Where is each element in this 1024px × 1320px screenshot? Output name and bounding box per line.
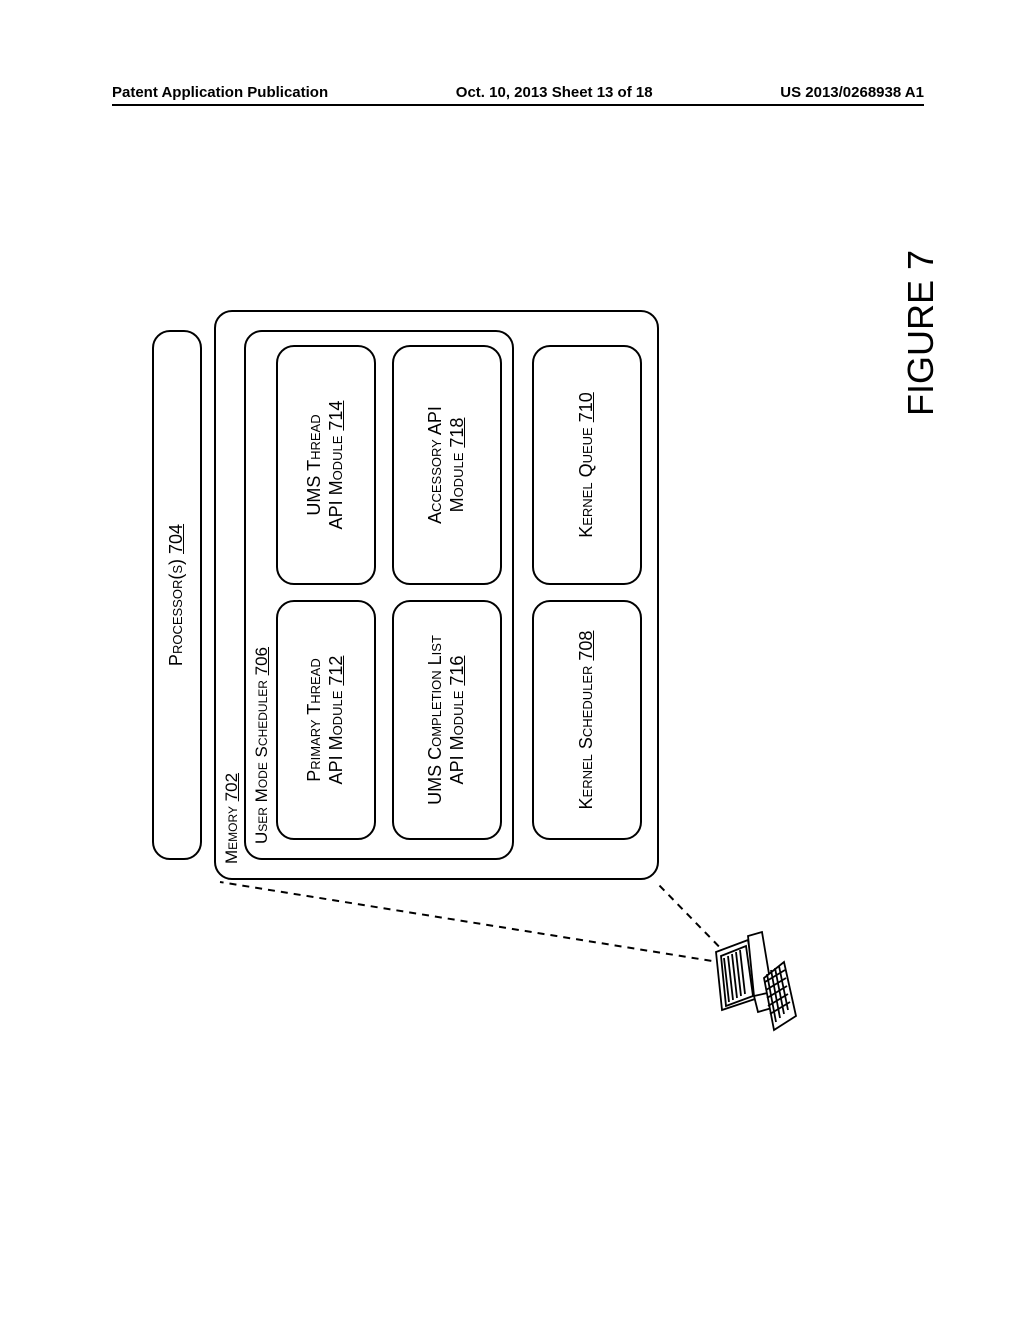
header-rule <box>112 104 924 106</box>
figure-area: FIGURE 7 Memory 702Processor(s) 704User … <box>112 160 912 1220</box>
label-primary-thread: Primary ThreadAPI Module 712 <box>278 602 374 838</box>
dashed-line-top <box>220 882 737 965</box>
diagram-canvas: FIGURE 7 Memory 702Processor(s) 704User … <box>152 280 872 1100</box>
label-user-mode: User Mode Scheduler 706 <box>252 647 272 844</box>
box-accessory-api: Accessory APIModule 718 <box>392 345 502 585</box>
computer-icon <box>712 930 807 1040</box>
box-primary-thread: Primary ThreadAPI Module 712 <box>276 600 376 840</box>
box-kernel-scheduler: Kernel Scheduler 708 <box>532 600 642 840</box>
header-left: Patent Application Publication <box>112 84 328 101</box>
box-ums-thread: UMS ThreadAPI Module 714 <box>276 345 376 585</box>
label-ums-completion: UMS Completion ListAPI Module 716 <box>394 602 500 838</box>
box-ums-completion: UMS Completion ListAPI Module 716 <box>392 600 502 840</box>
label-accessory-api: Accessory APIModule 718 <box>394 347 500 583</box>
label-processor: Processor(s) 704 <box>154 332 200 858</box>
rotated-canvas: FIGURE 7 Memory 702Processor(s) 704User … <box>152 280 872 1100</box>
label-kernel-scheduler: Kernel Scheduler 708 <box>534 602 640 838</box>
box-kernel-queue: Kernel Queue 710 <box>532 345 642 585</box>
label-memory: Memory 702 <box>222 773 242 864</box>
header-right: US 2013/0268938 A1 <box>780 84 924 101</box>
box-processor: Processor(s) 704 <box>152 330 202 860</box>
label-kernel-queue: Kernel Queue 710 <box>534 347 640 583</box>
header-center: Oct. 10, 2013 Sheet 13 of 18 <box>456 84 653 101</box>
page-header: Patent Application Publication Oct. 10, … <box>112 84 924 101</box>
figure-title: FIGURE 7 <box>900 250 942 416</box>
label-ums-thread: UMS ThreadAPI Module 714 <box>278 347 374 583</box>
